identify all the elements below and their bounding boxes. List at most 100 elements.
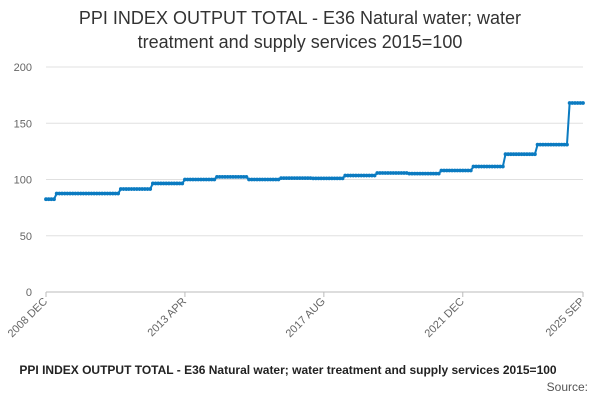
y-tick-label: 0	[26, 287, 32, 299]
data-point	[86, 191, 91, 196]
data-point	[541, 142, 545, 147]
data-point	[268, 177, 273, 182]
data-point	[372, 173, 377, 178]
data-point	[118, 187, 123, 191]
data-point	[527, 152, 532, 157]
data-point	[244, 175, 249, 179]
data-point	[287, 176, 292, 181]
data-point	[215, 175, 219, 179]
data-point	[508, 152, 513, 157]
data-point	[402, 171, 406, 175]
series-layer	[44, 101, 585, 202]
data-point	[183, 177, 187, 182]
data-point	[121, 187, 126, 191]
data-point	[231, 175, 235, 179]
data-point	[137, 187, 142, 191]
data-point	[506, 152, 511, 157]
chart-title-line-2: treatment and supply services 2015=100	[137, 32, 463, 52]
data-point	[329, 176, 334, 181]
data-point	[525, 152, 529, 157]
data-point	[426, 171, 430, 176]
data-point	[257, 177, 262, 182]
data-point	[265, 177, 270, 182]
data-point	[297, 176, 302, 181]
data-point	[247, 177, 251, 182]
data-point	[500, 164, 505, 169]
data-point	[207, 177, 211, 182]
data-point	[444, 168, 449, 173]
data-point	[346, 173, 350, 178]
data-point	[44, 197, 48, 202]
data-point	[239, 175, 243, 179]
data-point	[92, 191, 96, 196]
data-point	[124, 187, 129, 191]
data-point	[199, 177, 203, 182]
data-point	[108, 191, 113, 196]
data-point	[68, 191, 72, 196]
data-point	[367, 173, 372, 178]
data-point	[434, 171, 438, 176]
data-point	[354, 173, 358, 178]
data-point	[522, 152, 527, 157]
data-point	[46, 197, 51, 202]
data-point	[503, 152, 508, 157]
data-point	[94, 191, 99, 196]
data-point	[386, 171, 390, 175]
data-point	[516, 152, 521, 157]
data-point	[311, 176, 316, 181]
data-point	[546, 142, 551, 147]
data-point	[351, 173, 356, 178]
data-point	[156, 181, 161, 186]
data-point	[113, 191, 118, 196]
data-point	[394, 171, 398, 175]
data-point	[468, 168, 473, 173]
data-point	[102, 191, 107, 196]
data-point	[172, 181, 177, 186]
data-point	[140, 187, 145, 191]
data-point	[70, 191, 75, 196]
grid-layer	[46, 66, 583, 237]
data-point	[54, 191, 59, 196]
data-point	[60, 191, 64, 196]
data-point	[511, 152, 516, 157]
data-point	[519, 152, 524, 157]
data-point	[578, 101, 583, 105]
data-point	[492, 164, 497, 169]
data-point	[450, 168, 454, 173]
data-point	[129, 187, 134, 191]
data-point	[169, 181, 174, 186]
data-point	[279, 176, 283, 181]
data-point	[418, 171, 422, 176]
data-point	[295, 176, 300, 181]
data-point	[410, 171, 414, 176]
data-point	[490, 164, 495, 169]
data-point	[487, 164, 492, 169]
data-point	[52, 197, 56, 202]
data-point	[337, 176, 342, 181]
y-tick-label: 100	[14, 175, 32, 187]
data-point	[62, 191, 67, 196]
data-point	[428, 171, 433, 176]
data-point	[191, 177, 195, 182]
data-point	[313, 176, 318, 181]
data-point	[228, 175, 233, 179]
data-point	[442, 168, 446, 173]
data-point	[220, 175, 225, 179]
data-point	[375, 171, 380, 175]
data-point	[463, 168, 468, 173]
data-point	[271, 177, 275, 182]
data-point	[78, 191, 83, 196]
data-point	[335, 176, 340, 181]
data-point	[562, 142, 567, 147]
data-point	[105, 191, 110, 196]
data-point	[482, 164, 487, 169]
data-point	[153, 181, 158, 186]
x-tick-label: 2025 SEP	[544, 296, 588, 340]
data-point	[495, 164, 500, 169]
data-point	[300, 176, 305, 181]
data-point	[57, 191, 62, 196]
data-point	[388, 171, 393, 175]
data-point	[81, 191, 86, 196]
data-point	[474, 164, 479, 169]
data-point	[100, 191, 104, 196]
